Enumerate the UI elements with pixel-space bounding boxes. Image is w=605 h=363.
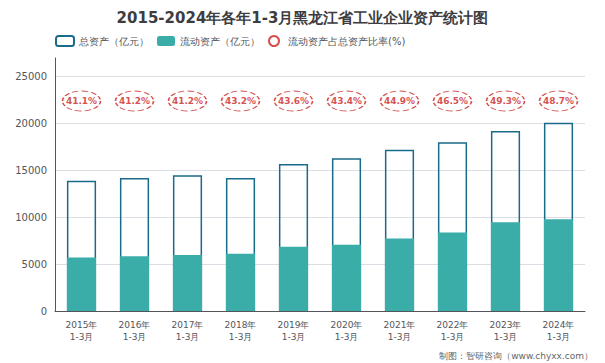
svg-text:2023年: 2023年	[490, 320, 522, 330]
svg-text:0: 0	[41, 306, 47, 317]
svg-text:1-3月: 1-3月	[282, 332, 306, 342]
svg-text:总资产（亿元）: 总资产（亿元）	[78, 36, 149, 47]
svg-text:1-3月: 1-3月	[441, 332, 465, 342]
svg-text:49.3%: 49.3%	[490, 96, 521, 106]
svg-text:43.2%: 43.2%	[225, 96, 256, 106]
svg-text:44.9%: 44.9%	[384, 96, 415, 106]
svg-text:48.7%: 48.7%	[543, 96, 574, 106]
svg-text:2015-2024年各年1-3月黑龙江省工业企业资产统计图: 2015-2024年各年1-3月黑龙江省工业企业资产统计图	[117, 9, 489, 27]
svg-text:1-3月: 1-3月	[176, 332, 200, 342]
svg-text:1-3月: 1-3月	[388, 332, 412, 342]
svg-text:10000: 10000	[15, 212, 47, 223]
svg-text:2022年: 2022年	[437, 320, 469, 330]
svg-text:25000: 25000	[15, 71, 47, 82]
svg-text:41.2%: 41.2%	[172, 96, 203, 106]
svg-text:2019年: 2019年	[278, 320, 310, 330]
svg-text:41.1%: 41.1%	[66, 96, 97, 106]
svg-text:5000: 5000	[22, 259, 47, 270]
svg-text:1-3月: 1-3月	[229, 332, 253, 342]
svg-text:2024年: 2024年	[543, 320, 575, 330]
svg-text:2020年: 2020年	[331, 320, 363, 330]
svg-text:1-3月: 1-3月	[70, 332, 94, 342]
svg-text:43.4%: 43.4%	[331, 96, 362, 106]
svg-text:1-3月: 1-3月	[335, 332, 359, 342]
svg-text:43.6%: 43.6%	[278, 96, 309, 106]
svg-text:15000: 15000	[15, 165, 47, 176]
svg-text:流动资产占总资产比率(%): 流动资产占总资产比率(%)	[288, 36, 405, 47]
svg-text:制图：智研咨询（www.chyxx.com）: 制图：智研咨询（www.chyxx.com）	[439, 351, 593, 361]
svg-text:2021年: 2021年	[384, 320, 416, 330]
svg-text:2016年: 2016年	[119, 320, 151, 330]
svg-text:2015年: 2015年	[66, 320, 98, 330]
svg-text:2017年: 2017年	[172, 320, 204, 330]
svg-text:20000: 20000	[15, 118, 47, 129]
svg-text:1-3月: 1-3月	[123, 332, 147, 342]
svg-text:2018年: 2018年	[225, 320, 257, 330]
svg-text:1-3月: 1-3月	[547, 332, 571, 342]
svg-text:流动资产（亿元）: 流动资产（亿元）	[180, 36, 260, 47]
svg-text:41.2%: 41.2%	[119, 96, 150, 106]
svg-text:46.5%: 46.5%	[437, 96, 468, 106]
svg-text:1-3月: 1-3月	[494, 332, 518, 342]
